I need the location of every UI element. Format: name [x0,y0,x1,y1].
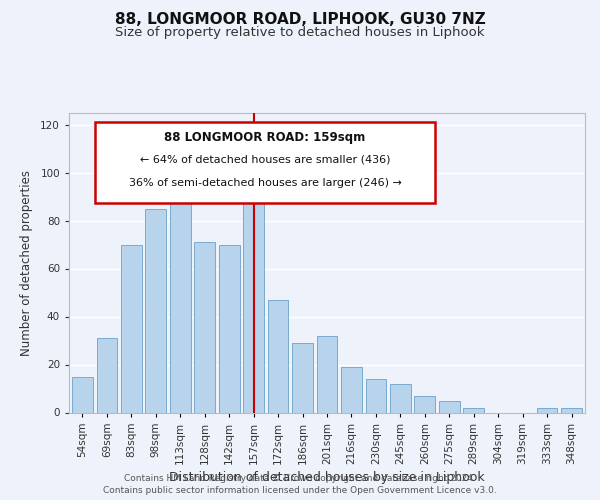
Bar [292,343,313,412]
Text: 88, LONGMOOR ROAD, LIPHOOK, GU30 7NZ: 88, LONGMOOR ROAD, LIPHOOK, GU30 7NZ [115,12,485,28]
Bar [463,408,484,412]
Bar [219,244,239,412]
Bar [268,300,289,412]
Bar [72,376,93,412]
Bar [439,400,460,412]
Bar [170,194,191,412]
Bar [365,379,386,412]
Text: 36% of semi-detached houses are larger (246) →: 36% of semi-detached houses are larger (… [128,178,401,188]
Text: Size of property relative to detached houses in Liphook: Size of property relative to detached ho… [115,26,485,39]
Bar [97,338,117,412]
Bar [341,367,362,412]
Text: ← 64% of detached houses are smaller (436): ← 64% of detached houses are smaller (43… [140,154,391,164]
Bar [243,196,264,412]
Text: Contains HM Land Registry data © Crown copyright and database right 2024.: Contains HM Land Registry data © Crown c… [124,474,476,483]
Bar [561,408,582,412]
Bar [537,408,557,412]
Text: 88 LONGMOOR ROAD: 159sqm: 88 LONGMOOR ROAD: 159sqm [164,130,366,143]
Text: Contains public sector information licensed under the Open Government Licence v3: Contains public sector information licen… [103,486,497,495]
Bar [121,244,142,412]
Y-axis label: Number of detached properties: Number of detached properties [20,170,33,356]
Bar [390,384,411,412]
Bar [317,336,337,412]
X-axis label: Distribution of detached houses by size in Liphook: Distribution of detached houses by size … [169,470,485,484]
Bar [415,396,435,412]
Bar [194,242,215,412]
FancyBboxPatch shape [95,122,436,202]
Bar [145,208,166,412]
